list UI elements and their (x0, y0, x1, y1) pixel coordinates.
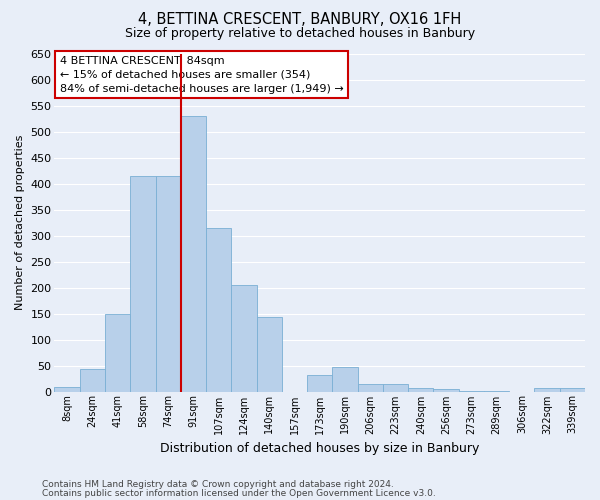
Bar (408, 388, 433, 392)
Bar (433, 390, 458, 392)
Bar (155, 176, 181, 392)
Text: Contains public sector information licensed under the Open Government Licence v3: Contains public sector information licen… (42, 489, 436, 498)
Text: 4 BETTINA CRESCENT: 84sqm
← 15% of detached houses are smaller (354)
84% of semi: 4 BETTINA CRESCENT: 84sqm ← 15% of detac… (60, 56, 344, 94)
Bar (332, 366, 358, 392)
Bar (257, 318, 282, 392)
X-axis label: Distribution of detached houses by size in Banbury: Distribution of detached houses by size … (160, 442, 479, 455)
Bar (307, 375, 332, 392)
Bar (535, 388, 560, 392)
Bar (181, 116, 206, 392)
Bar (232, 285, 257, 392)
Bar (80, 369, 105, 392)
Bar (130, 176, 155, 392)
Text: Contains HM Land Registry data © Crown copyright and database right 2024.: Contains HM Land Registry data © Crown c… (42, 480, 394, 489)
Text: 4, BETTINA CRESCENT, BANBURY, OX16 1FH: 4, BETTINA CRESCENT, BANBURY, OX16 1FH (139, 12, 461, 28)
Bar (383, 384, 408, 392)
Bar (560, 388, 585, 392)
Bar (358, 384, 383, 392)
Bar (105, 314, 130, 392)
Bar (206, 228, 232, 392)
Bar (55, 388, 80, 392)
Text: Size of property relative to detached houses in Banbury: Size of property relative to detached ho… (125, 28, 475, 40)
Bar (484, 391, 509, 392)
Bar (458, 391, 484, 392)
Y-axis label: Number of detached properties: Number of detached properties (15, 135, 25, 310)
